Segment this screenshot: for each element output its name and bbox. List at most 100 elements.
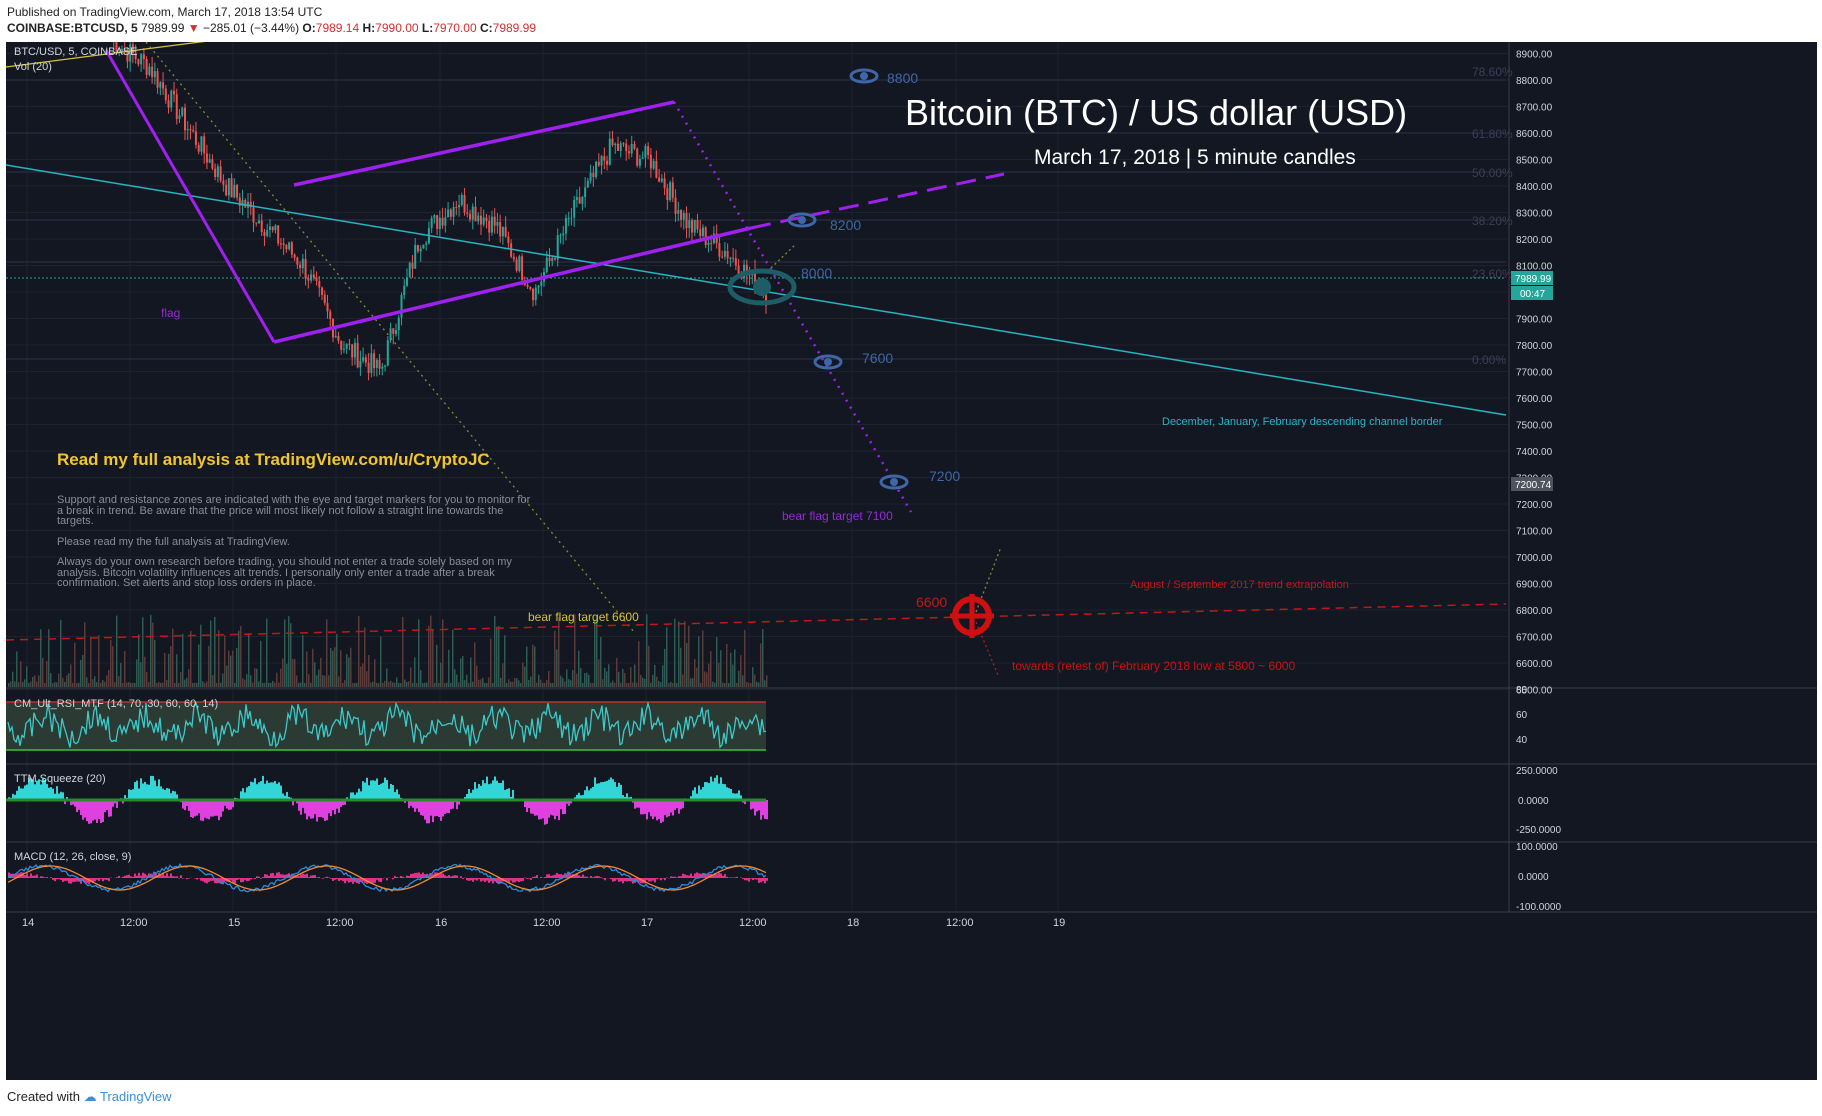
level-8000: 8000 [801,265,832,281]
footer-created: Created with [7,1089,80,1104]
footer-brand[interactable]: TradingView [100,1089,172,1104]
level-7200: 7200 [929,468,960,484]
macd-bar [746,878,748,881]
candle-body [384,365,387,367]
volume-bar [708,663,710,687]
symbol: COINBASE:BTCUSD, 5 [7,21,138,35]
ttm-bar [246,787,248,800]
volume-bar [100,682,102,687]
volume-bar [106,675,108,687]
ttm-bar [736,793,738,800]
volume-bar [382,682,384,687]
volume-bar [606,671,608,687]
y-tick: 8100.00 [1516,262,1553,273]
macd-bar [328,877,330,878]
ttm-bar [220,800,222,817]
volume-bar [684,621,686,687]
volume-bar [706,672,708,687]
ttm-bar [390,783,392,800]
ttm-bar [640,800,642,815]
volume-bar [240,625,242,687]
macd-bar [254,878,256,879]
macd-bar [360,878,362,882]
volume-bar [616,657,618,687]
ttm-bar [132,789,134,800]
volume-bar [64,681,66,687]
ttm-bar [702,787,704,800]
macd-bar [204,878,206,883]
candle-body [293,254,296,258]
ttm-bar [344,800,346,805]
candle-body [115,42,118,54]
volume-bar [62,677,64,687]
analysis-link[interactable]: Read my full analysis at TradingView.com… [57,450,490,469]
ttm-bar [732,793,734,800]
candle-body [463,195,466,213]
ttm-bar [202,800,204,822]
chart-canvas[interactable]: 78.60% 61.80% 50.00% 38.20% 23.60% 0.00%… [6,42,1817,1080]
macd-bar [664,878,666,881]
ttm-bar [264,783,266,800]
macd-bar [716,874,718,878]
volume-bar [22,682,24,687]
volume-bar [514,677,516,687]
ttm-bar [734,793,736,800]
ttm-bar [336,800,338,809]
macd-bar [24,875,26,878]
candle-body [307,278,310,281]
macd-bar [600,877,602,878]
volume-bar [196,682,198,687]
volume-bar [462,655,464,687]
macd-bar [620,878,622,882]
volume-bar [700,682,702,687]
macd-bar [174,876,176,878]
candle-body [183,107,186,131]
volume-bar [496,626,498,687]
macd-bar [236,878,238,881]
fib-50-label: 50.00% [1472,166,1513,180]
macd-bar [304,874,306,878]
volume-bar [610,682,612,687]
candle-body [512,256,515,260]
volume-bar [148,681,150,687]
volume-bar [24,679,26,687]
candle-body [329,311,332,320]
ttm-bar [384,777,386,800]
candle-body [131,44,134,54]
ttm-bar [704,782,706,800]
macd-bar [540,876,542,878]
ttm-bar [240,791,242,800]
volume-bar [84,622,86,687]
candle-body [159,82,162,88]
candle-body [192,130,195,132]
macd-bar [438,874,440,878]
ttm-bar [432,800,434,823]
macd-bar [86,878,88,884]
x-tick: 17 [641,917,653,929]
volume-bar [656,676,658,687]
macd-bar [274,875,276,878]
volume-bar [630,667,632,687]
ttm-bar [352,792,354,800]
macd-bar [574,874,576,878]
ttm-bar [626,793,628,800]
ttm-bar [360,791,362,800]
y-tick: 8600.00 [1516,129,1553,140]
x-tick: 12:00 [326,917,354,929]
ttm-bar [326,800,328,821]
volume-bar [460,658,462,687]
ttm-bar [642,800,644,815]
macd-bar [84,878,86,883]
candle-body [644,146,647,158]
volume-bar [180,672,182,687]
macd-bar [230,878,232,881]
candle-body [504,226,507,237]
ttm-bar [354,794,356,800]
candle-body [488,221,491,233]
volume-bar [230,655,232,687]
ttm-bar [314,800,316,815]
candle-body [586,180,589,188]
ttm-bar [142,783,144,800]
fib-382-label: 38.20% [1472,214,1513,228]
candle-body [518,256,521,271]
